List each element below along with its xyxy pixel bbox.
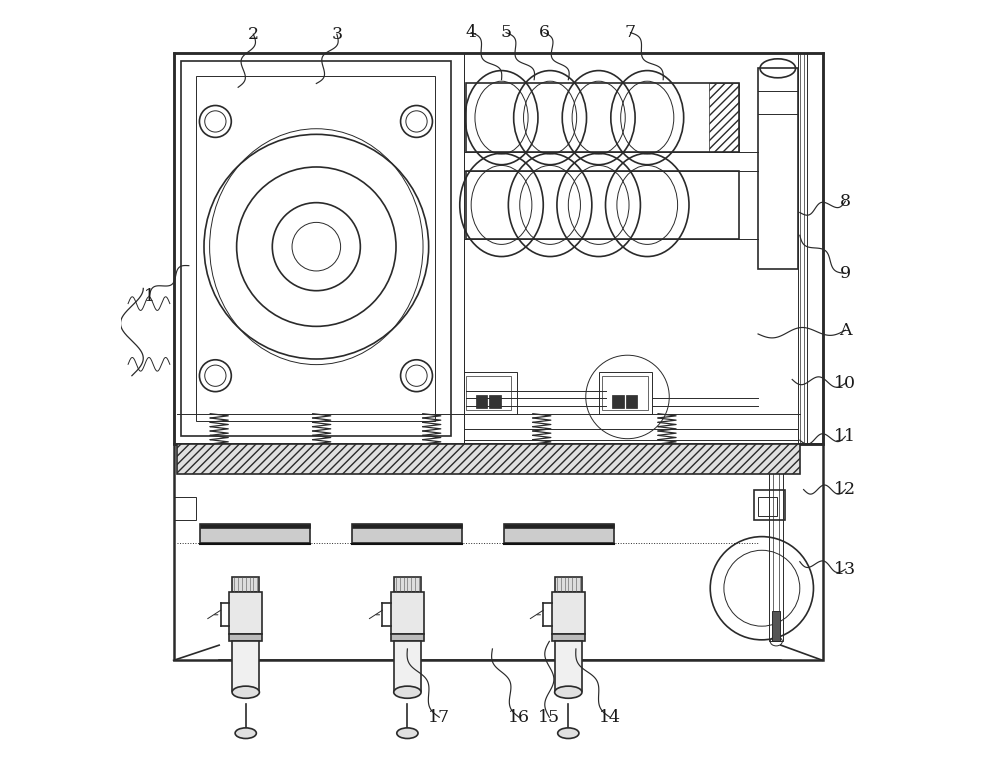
Bar	[229, 634, 262, 641]
Ellipse shape	[555, 686, 582, 698]
Bar	[200, 524, 310, 543]
Bar	[174, 497, 196, 520]
Text: 5: 5	[501, 24, 512, 41]
Text: 11: 11	[834, 428, 856, 445]
Bar	[798, 53, 807, 444]
Bar	[464, 372, 517, 414]
Bar	[504, 524, 614, 543]
Bar	[200, 524, 310, 528]
Bar	[352, 524, 462, 543]
Bar	[181, 61, 451, 436]
Bar	[466, 171, 739, 239]
Bar	[466, 376, 511, 410]
Bar	[555, 641, 582, 691]
Bar	[504, 524, 614, 528]
Bar	[391, 634, 424, 641]
Bar	[555, 577, 582, 592]
Bar	[769, 444, 783, 641]
Bar	[773, 455, 779, 638]
Bar	[758, 497, 777, 516]
Ellipse shape	[232, 686, 259, 698]
Bar	[464, 429, 798, 440]
Bar	[758, 68, 798, 269]
Text: 10: 10	[834, 375, 856, 392]
Bar	[174, 53, 823, 444]
Bar	[612, 395, 624, 408]
Text: 16: 16	[508, 709, 530, 726]
Bar	[232, 641, 259, 691]
Text: 3: 3	[331, 26, 342, 43]
Bar	[800, 53, 804, 444]
Bar	[466, 83, 739, 152]
Ellipse shape	[394, 686, 421, 698]
Bar	[229, 592, 262, 634]
Text: 12: 12	[834, 481, 856, 498]
Ellipse shape	[235, 728, 256, 739]
Text: 13: 13	[834, 561, 856, 578]
Text: 1: 1	[144, 288, 155, 304]
Bar	[394, 641, 421, 691]
Bar	[232, 577, 259, 592]
Text: A: A	[839, 322, 852, 339]
Bar	[754, 490, 785, 520]
Bar	[196, 76, 435, 421]
Bar	[177, 444, 800, 474]
Bar	[476, 395, 487, 408]
Text: 4: 4	[466, 24, 477, 41]
Bar	[709, 83, 739, 152]
Text: 15: 15	[538, 709, 560, 726]
Bar	[602, 376, 648, 410]
Bar	[391, 592, 424, 634]
Bar	[626, 395, 637, 408]
Bar	[352, 524, 462, 528]
Bar	[174, 444, 823, 660]
Bar	[394, 577, 421, 592]
Bar	[489, 395, 501, 408]
Text: 9: 9	[840, 265, 851, 282]
Ellipse shape	[397, 728, 418, 739]
Bar	[552, 634, 585, 641]
Text: 6: 6	[539, 24, 550, 41]
Ellipse shape	[558, 728, 579, 739]
Bar	[772, 611, 780, 641]
Text: 17: 17	[428, 709, 450, 726]
Text: 8: 8	[840, 193, 851, 209]
Bar	[552, 592, 585, 634]
Text: 7: 7	[625, 24, 636, 41]
Text: 2: 2	[248, 26, 259, 43]
Bar	[599, 372, 652, 414]
Text: 14: 14	[599, 709, 621, 726]
